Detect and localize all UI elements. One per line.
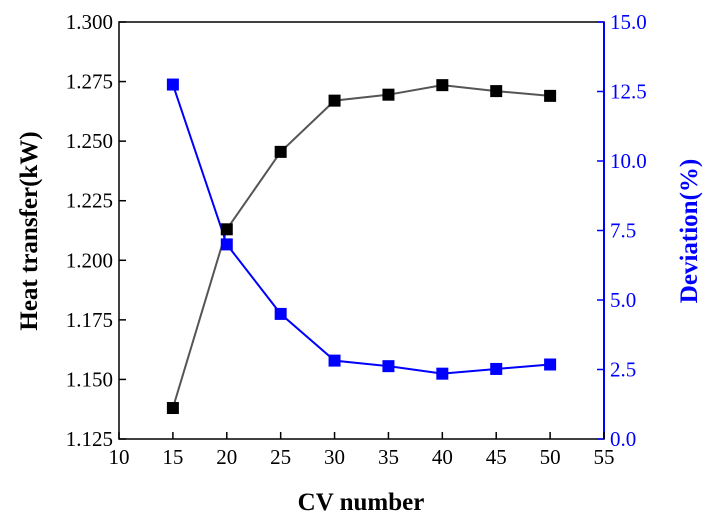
heat-transfer-point bbox=[328, 94, 341, 107]
x-tick-label: 40 bbox=[432, 445, 453, 469]
y-left-tick-label: 1.225 bbox=[66, 189, 113, 213]
y-right-tick-label: 10.0 bbox=[610, 149, 647, 173]
y-right-tick-label: 5.0 bbox=[610, 288, 636, 312]
y-left-tick-label: 1.150 bbox=[66, 367, 113, 391]
y-left-tick-label: 1.200 bbox=[66, 248, 113, 272]
y-right-axis-title: Deviation(%) bbox=[676, 159, 703, 303]
heat-transfer-point bbox=[220, 223, 233, 236]
x-tick-label: 15 bbox=[162, 445, 183, 469]
y-left-tick-label: 1.175 bbox=[66, 308, 113, 332]
deviation-series-line bbox=[171, 84, 551, 375]
x-tick-label: 35 bbox=[378, 445, 399, 469]
tick-marks bbox=[118, 21, 605, 440]
heat-transfer-point bbox=[544, 89, 557, 102]
x-tick-label: 55 bbox=[594, 445, 615, 469]
data-markers bbox=[166, 78, 557, 415]
heat-transfer-point bbox=[436, 79, 449, 92]
y-left-axis-title: Heat transfer(kW) bbox=[16, 131, 43, 330]
deviation-point bbox=[436, 367, 449, 380]
y-right-tick-label: 7.5 bbox=[610, 219, 636, 243]
heat-transfer-point bbox=[490, 85, 503, 98]
tick-labels: 10 15 20 25 30 35 40 45 50 55 1.125 1.150 1.175 1.200… bbox=[66, 10, 647, 469]
y-right-tick-label: 2.5 bbox=[610, 358, 636, 382]
x-axis-title: CV number bbox=[298, 489, 425, 516]
y-left-tick-label: 1.250 bbox=[66, 129, 113, 153]
y-right-tick-label: 0.0 bbox=[610, 427, 636, 451]
heat-transfer-series-line bbox=[171, 84, 551, 409]
deviation-point bbox=[220, 238, 233, 251]
x-tick-label: 10 bbox=[109, 445, 130, 469]
y-right-tick-label: 12.5 bbox=[610, 80, 647, 104]
heat-transfer-point bbox=[274, 145, 287, 158]
x-tick-label: 50 bbox=[540, 445, 561, 469]
deviation-point bbox=[382, 360, 395, 373]
series-lines bbox=[171, 84, 551, 409]
plot-frame bbox=[118, 21, 605, 440]
deviation-point bbox=[544, 358, 557, 371]
heat-transfer-point bbox=[382, 88, 395, 101]
deviation-point bbox=[328, 354, 341, 367]
x-tick-label: 20 bbox=[216, 445, 237, 469]
y-left-tick-label: 1.300 bbox=[66, 10, 113, 34]
y-right-tick-label: 15.0 bbox=[610, 10, 647, 34]
deviation-point bbox=[166, 78, 179, 91]
deviation-point bbox=[274, 307, 287, 320]
heat-transfer-point bbox=[166, 402, 179, 415]
y-left-tick-label: 1.125 bbox=[66, 427, 113, 451]
y-left-tick-label: 1.275 bbox=[66, 70, 113, 94]
x-tick-label: 25 bbox=[270, 445, 291, 469]
x-tick-label: 30 bbox=[324, 445, 345, 469]
deviation-point bbox=[490, 362, 503, 375]
x-tick-label: 45 bbox=[486, 445, 507, 469]
